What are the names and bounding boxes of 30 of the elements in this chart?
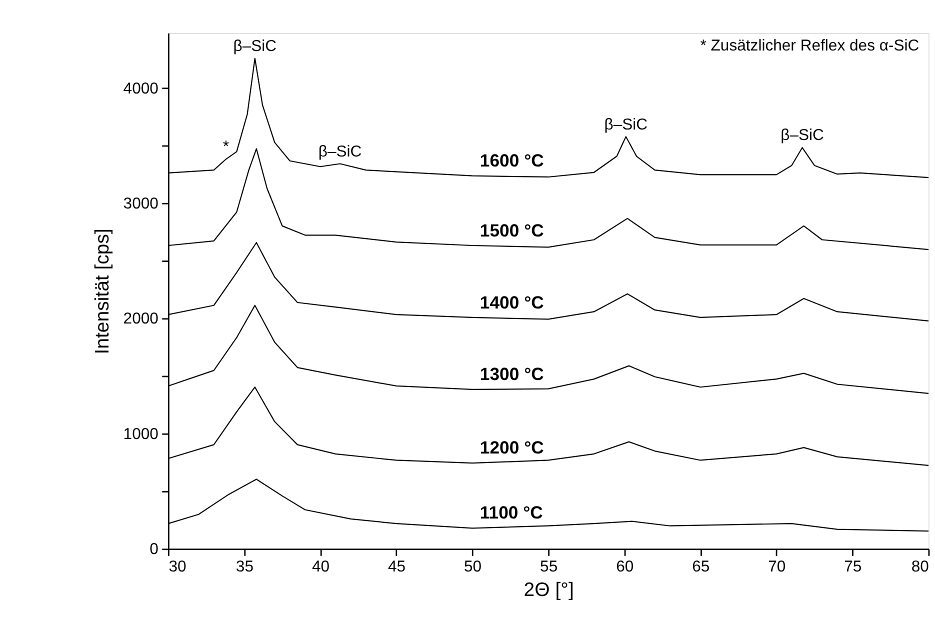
series-label: 1400 °C	[480, 292, 544, 312]
series-label: 1600 °C	[480, 150, 544, 171]
annotation: *	[222, 138, 230, 156]
x-tick-label: 30	[168, 558, 186, 576]
x-tick-label: 60	[616, 558, 634, 576]
y-tick-label: 4000	[123, 80, 159, 98]
y-tick-label: 1000	[123, 426, 159, 443]
y-axis-title: Intensität [cps]	[91, 228, 114, 354]
x-tick-label: 55	[540, 558, 558, 576]
x-axis-title: 2Θ [°]	[524, 578, 574, 601]
series-label: 1500 °C	[480, 220, 544, 240]
x-tick-label: 40	[312, 558, 330, 576]
y-tick-label: 0	[150, 541, 159, 558]
y-tick-label: 3000	[123, 196, 159, 213]
x-tick-label: 70	[768, 558, 786, 576]
x-tick-label: 50	[464, 558, 482, 576]
annotation: β–SiC	[780, 127, 824, 144]
x-tick-label: 45	[388, 558, 406, 576]
annotation: * Zusätzlicher Reflex des α-SiC	[700, 38, 920, 55]
annotation: β–SiC	[233, 38, 277, 55]
series-label: 1300 °C	[480, 364, 544, 384]
y-tick-label: 2000	[123, 310, 159, 328]
annotation: β–SiC	[318, 143, 362, 160]
series-label: 1200 °C	[480, 438, 544, 458]
x-tick-label: 35	[236, 558, 254, 576]
x-tick-label: 80	[911, 558, 930, 576]
x-tick-label: 75	[844, 558, 862, 576]
x-tick-label: 65	[692, 558, 710, 576]
annotation: β–SiC	[604, 116, 648, 134]
series-label: 1100 °C	[480, 502, 544, 523]
